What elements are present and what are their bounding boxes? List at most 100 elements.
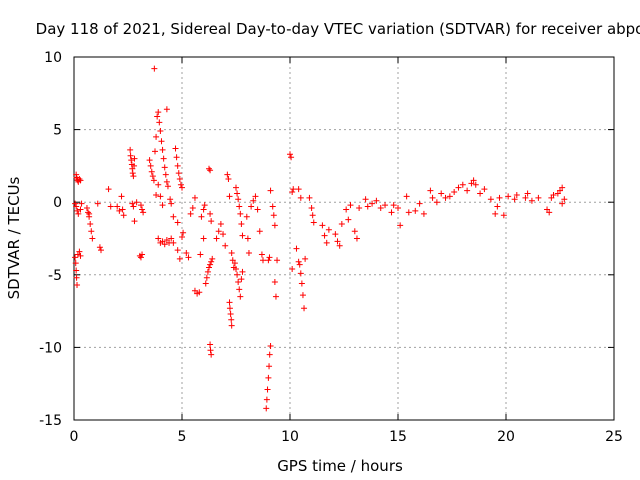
data-point	[146, 157, 153, 164]
data-point	[149, 173, 156, 180]
data-point	[130, 203, 137, 210]
data-point	[127, 146, 134, 153]
data-point	[505, 193, 512, 200]
data-point	[266, 254, 273, 261]
data-point	[75, 210, 82, 217]
x-tick-label: 20	[497, 429, 515, 445]
data-point	[321, 232, 328, 239]
data-point	[288, 154, 295, 161]
data-point	[137, 254, 144, 261]
data-point	[131, 162, 138, 169]
data-point	[209, 255, 216, 262]
data-point	[161, 164, 168, 171]
data-point	[310, 219, 317, 226]
data-point	[513, 191, 520, 198]
data-point	[154, 113, 161, 120]
data-point	[158, 138, 165, 145]
data-point	[244, 235, 251, 242]
data-point	[118, 193, 125, 200]
data-point	[159, 146, 166, 153]
data-point	[245, 250, 252, 257]
data-point	[248, 203, 255, 210]
data-point	[157, 193, 164, 200]
data-point	[119, 206, 126, 213]
data-point	[243, 213, 250, 220]
data-point	[442, 194, 449, 201]
data-point	[228, 322, 235, 329]
data-point	[150, 177, 157, 184]
data-point	[420, 210, 427, 217]
data-point	[180, 229, 187, 236]
x-tick-label: 25	[605, 429, 623, 445]
data-point	[266, 363, 273, 370]
data-point	[522, 194, 529, 201]
data-point	[234, 271, 241, 278]
data-point	[224, 171, 231, 178]
data-point	[105, 186, 112, 193]
data-point	[492, 210, 499, 217]
data-point	[236, 286, 243, 293]
data-point	[77, 177, 84, 184]
y-tick-label: 10	[44, 50, 62, 66]
data-point	[139, 251, 146, 258]
data-point	[464, 187, 471, 194]
data-point	[446, 193, 453, 200]
data-point	[76, 248, 83, 255]
data-point	[433, 199, 440, 206]
x-tick-label: 5	[178, 429, 187, 445]
data-point	[289, 189, 296, 196]
data-point	[130, 173, 137, 180]
data-point	[137, 202, 144, 209]
data-point	[455, 184, 462, 191]
data-point	[174, 162, 181, 169]
data-point	[500, 212, 507, 219]
data-point	[254, 206, 261, 213]
data-point	[252, 193, 259, 200]
data-point	[416, 200, 423, 207]
data-point	[83, 205, 90, 212]
data-point	[204, 268, 211, 275]
data-point	[561, 196, 568, 203]
data-point	[72, 260, 79, 267]
data-point	[176, 175, 183, 182]
data-point	[147, 162, 154, 169]
data-point	[206, 264, 212, 271]
data-point	[207, 347, 214, 354]
data-point	[260, 257, 266, 264]
data-point	[176, 255, 183, 262]
data-point	[405, 209, 412, 216]
data-point	[179, 234, 185, 241]
data-point	[177, 181, 184, 188]
data-point	[170, 239, 177, 246]
data-point	[289, 265, 296, 272]
data-point	[153, 133, 160, 140]
data-point	[395, 205, 401, 212]
data-point	[343, 206, 350, 213]
x-tick-label: 15	[389, 429, 407, 445]
data-point	[235, 196, 242, 203]
data-point	[139, 206, 146, 213]
y-tick-label: -10	[39, 340, 62, 356]
data-point	[362, 196, 369, 203]
data-point	[250, 197, 257, 204]
data-point	[163, 178, 170, 185]
data-point	[187, 210, 194, 217]
data-point	[201, 202, 208, 209]
data-point	[264, 386, 271, 393]
y-tick-label: 0	[53, 195, 62, 211]
data-point	[301, 305, 308, 312]
data-point	[267, 187, 274, 194]
data-point	[373, 197, 380, 204]
data-point	[173, 154, 180, 161]
data-point	[174, 219, 181, 226]
data-point	[148, 168, 155, 175]
data-point	[73, 274, 80, 281]
data-point	[477, 190, 484, 197]
data-point	[297, 194, 304, 201]
data-point	[162, 171, 169, 178]
data-point	[345, 216, 352, 223]
data-point	[334, 238, 341, 245]
data-point	[207, 261, 214, 268]
data-point	[77, 206, 84, 213]
data-point	[94, 200, 101, 207]
